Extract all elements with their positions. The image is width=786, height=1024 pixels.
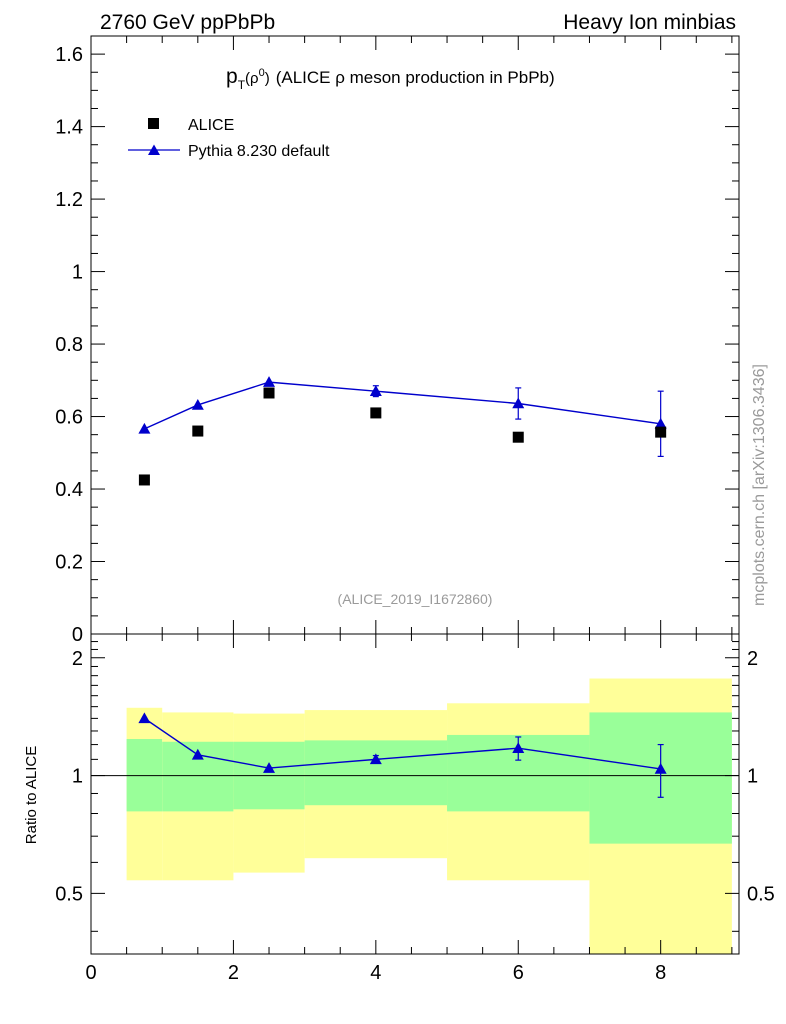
analysis-id-label: (ALICE_2019_I1672860) (338, 591, 493, 607)
main-mc-point (512, 397, 525, 409)
main-data-point (263, 387, 275, 399)
main-series-layer (138, 376, 667, 486)
ratio-x-tick-label: 2 (228, 962, 239, 984)
main-data-point (138, 474, 150, 486)
ratio-y-ticks: 0.5 0.5 1 1 2 2 (55, 641, 775, 932)
main-y-tick-label: 0.4 (55, 479, 83, 501)
main-plot-title: pT(ρ0) (ALICE ρ meson production in PbPb) (226, 65, 555, 92)
ratio-mc-point (369, 753, 382, 765)
main-mc-line (144, 381, 661, 430)
legend-mc-marker (148, 144, 160, 155)
legend: ALICE Pythia 8.230 default (128, 117, 330, 160)
ratio-mc-line (144, 717, 661, 770)
title-arg-open: (ρ (245, 70, 259, 87)
header-left-label: 2760 GeV ppPbPb (100, 11, 275, 34)
ratio-x-ticks: 0 2 4 6 8 (85, 634, 733, 984)
ratio-y-tick-label-left: 2 (72, 648, 83, 670)
ratio-x-tick-label: 0 (85, 962, 96, 984)
ratio-y-axis-label: Ratio to ALICE (23, 746, 40, 844)
ratio-x-tick-label: 6 (513, 962, 524, 984)
main-mc-point (369, 385, 382, 396)
ratio-mc-point (191, 748, 204, 760)
main-y-ticks: 0 0.2 0.4 0.6 0.8 1 1.2 1.4 1.6 (55, 44, 739, 646)
side-watermark: mcplots.cern.ch [arXiv:1306.3436] (751, 364, 768, 606)
main-y-tick-label: 1.6 (55, 44, 83, 66)
main-mc-point (191, 398, 204, 410)
ratio-mc-point (263, 762, 276, 773)
main-data-point (192, 425, 204, 437)
main-y-tick-label: 0.8 (55, 334, 83, 356)
main-mc-point (654, 417, 667, 429)
legend-mc-label: Pythia 8.230 default (188, 143, 330, 160)
main-y-tick-label: 0 (72, 624, 83, 646)
title-rest: (ALICE ρ meson production in PbPb) (276, 68, 555, 87)
ratio-plot-frame (90, 633, 740, 955)
ratio-y-tick-label-right: 1 (747, 766, 758, 788)
main-mc-point (138, 422, 151, 434)
main-y-tick-label: 1.2 (55, 189, 83, 211)
ratio-mc-point (654, 762, 667, 774)
main-y-tick-label: 1 (72, 262, 83, 284)
main-y-tick-label: 0.6 (55, 407, 83, 429)
ratio-y-tick-label-left: 0.5 (55, 883, 83, 905)
main-data-point (655, 426, 667, 438)
ratio-band-inner (304, 740, 448, 806)
ratio-mc-point (138, 712, 151, 724)
legend-data-marker (148, 118, 159, 129)
ratio-series-layer (138, 712, 667, 798)
ratio-x-tick-label: 8 (655, 962, 666, 984)
legend-data-label: ALICE (188, 117, 234, 134)
header-right-label: Heavy Ion minbias (563, 11, 736, 34)
title-subscript: T (238, 78, 246, 92)
ratio-y-tick-label-left: 1 (72, 766, 83, 788)
main-data-point (370, 407, 382, 419)
main-mc-point (263, 376, 276, 387)
ratio-bands-layer (126, 678, 732, 954)
main-x-ticks (90, 36, 733, 634)
ratio-y-tick-label-right: 2 (747, 648, 758, 670)
title-p: p (226, 65, 238, 88)
main-y-tick-label: 0.2 (55, 552, 83, 574)
ratio-x-tick-label: 4 (370, 962, 381, 984)
title-superscript: 0 (259, 67, 265, 79)
main-y-tick-label: 1.4 (55, 117, 83, 139)
title-arg-close: ) (265, 70, 270, 87)
ratio-y-tick-label-right: 0.5 (747, 883, 775, 905)
ratio-mc-point (512, 742, 525, 753)
main-data-point (512, 431, 524, 443)
